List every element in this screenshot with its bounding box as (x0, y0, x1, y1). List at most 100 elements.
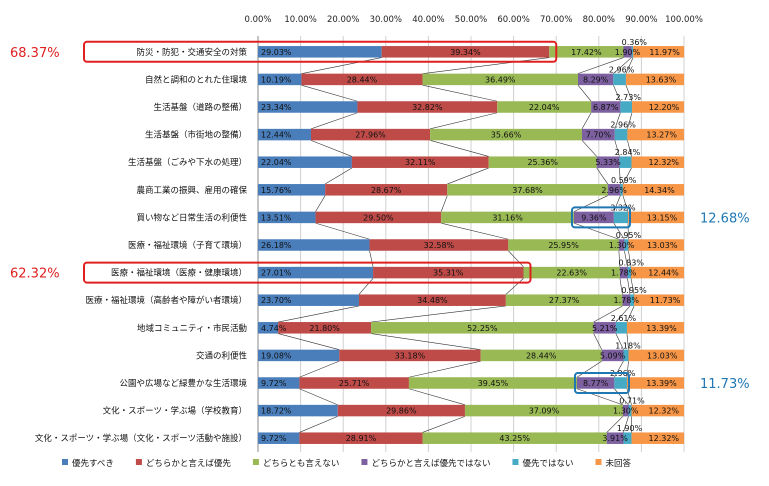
x-tick-label: 80.00% (583, 15, 615, 25)
series-connector-line (625, 85, 633, 102)
series-connector-line (627, 278, 631, 295)
series-connector-line (278, 305, 360, 323)
series-connector-line (430, 112, 498, 130)
bar-segment (508, 239, 619, 251)
series-connector-line (573, 222, 619, 240)
bar-segment (480, 349, 602, 362)
category-label: 文化・スポーツ・学ぶ場（文化・スポーツ活動や施設） (35, 433, 247, 444)
data-label: 25.71% (339, 379, 370, 388)
series-connector-line (371, 305, 506, 323)
series-connector-line (408, 360, 481, 378)
bar-segment (626, 377, 684, 389)
data-label: 37.09% (529, 407, 560, 416)
series-connector-line (422, 416, 466, 433)
bar-segment (618, 239, 625, 251)
bar-segment (381, 46, 550, 58)
bar-segment (614, 128, 628, 141)
bar-segment (464, 404, 623, 417)
x-tick-label: 90.00% (625, 15, 657, 25)
bar-segment (615, 322, 627, 334)
category-label: 文化・スポーツ・学ぶ場（学校教育） (103, 406, 247, 417)
bar-segment (619, 156, 632, 168)
bar-segment (593, 322, 616, 334)
category-label: 医療・福祉環境（医療・健康環境） (111, 268, 247, 279)
bar-segment (497, 101, 592, 113)
bar-segment (258, 432, 300, 444)
series-connector-line (577, 84, 592, 102)
series-connector-line (447, 167, 489, 185)
data-label: 23.70% (261, 296, 292, 305)
bar-segment (357, 101, 498, 113)
data-label: 43.25% (499, 434, 530, 443)
x-tick-label: 0.00% (244, 15, 271, 25)
bar-segment (628, 404, 632, 417)
highlight-box (570, 206, 631, 229)
series-connector-line (622, 167, 632, 185)
x-axis-ticks: 0.00% 10.00% 20.00% 30.00% 40.00% 50.00% 60.00… (244, 15, 702, 25)
series-connector-line (301, 57, 382, 74)
bar-segment (488, 156, 597, 168)
bar-segment (633, 46, 685, 58)
bar-segment (258, 294, 359, 306)
bar-segment (606, 432, 624, 444)
bar-segment (315, 211, 442, 224)
series-connector-line (299, 360, 340, 378)
bar-segment (631, 404, 684, 417)
data-label: 1.90% (617, 424, 643, 433)
data-label: 31.16% (492, 213, 523, 222)
bar-segment (613, 211, 628, 224)
data-label: 15.76% (261, 186, 292, 195)
series-connector-line (576, 388, 624, 406)
bar-segment (447, 184, 608, 196)
bar-segment (310, 128, 431, 141)
data-label: 52.25% (467, 324, 498, 333)
bar-segment (619, 266, 628, 279)
series-connector-line (614, 388, 629, 406)
data-label: 28.44% (347, 75, 378, 84)
bar-segment (601, 349, 624, 362)
series-connector-line (613, 57, 632, 74)
bar-segment (351, 156, 489, 168)
legend-label: どちらとも言えない (263, 458, 340, 469)
x-tick-label: 20.00% (327, 15, 359, 25)
data-label: 36.49% (485, 75, 516, 84)
bar-segment (573, 211, 614, 224)
data-label: 10.19% (261, 75, 292, 84)
category-label: 交通の利便性 (196, 350, 248, 361)
series-connector-line (505, 278, 524, 295)
bar-segment (627, 266, 632, 279)
series-connector-line (408, 388, 466, 406)
bar-segments (258, 46, 685, 444)
data-label: 1.78% (614, 296, 640, 305)
legend-label: どちらかと言えば優先ではない (371, 458, 490, 469)
bar-segment (258, 156, 352, 168)
data-label: 21.80% (309, 324, 340, 333)
data-label: 28.67% (371, 186, 402, 195)
category-label: 公園や広場など緑豊かな生活環境 (119, 378, 247, 389)
series-connector-line (371, 333, 481, 350)
data-label: 33.18% (395, 351, 426, 360)
data-label: 12.44% (261, 131, 292, 140)
data-label: 25.36% (527, 158, 558, 167)
series-connector-line (430, 140, 489, 157)
bar-segment (422, 73, 579, 86)
bar-segment (631, 432, 685, 444)
bar-segment (634, 294, 685, 306)
category-label: 農商工業の振興、雇用の確保 (136, 185, 247, 196)
data-label: 2.96% (609, 65, 635, 74)
series-connector-line (581, 112, 592, 129)
data-label: 28.91% (346, 434, 377, 443)
data-label: 26.18% (261, 241, 292, 250)
series-connector-line (422, 84, 498, 102)
data-label: 23.34% (261, 103, 292, 112)
series-connector-line (627, 140, 632, 157)
bar-segment (620, 101, 633, 113)
bar-segment (620, 184, 623, 196)
legend-label: どちらかと言えば優先 (146, 458, 232, 469)
data-label: 13.63% (646, 75, 677, 84)
legend-label: 優先ではない (522, 458, 573, 469)
bar-segment (623, 349, 629, 362)
bar-segment (591, 101, 621, 113)
bar-segment (632, 101, 684, 113)
x-tick-label: 50.00% (455, 15, 487, 25)
